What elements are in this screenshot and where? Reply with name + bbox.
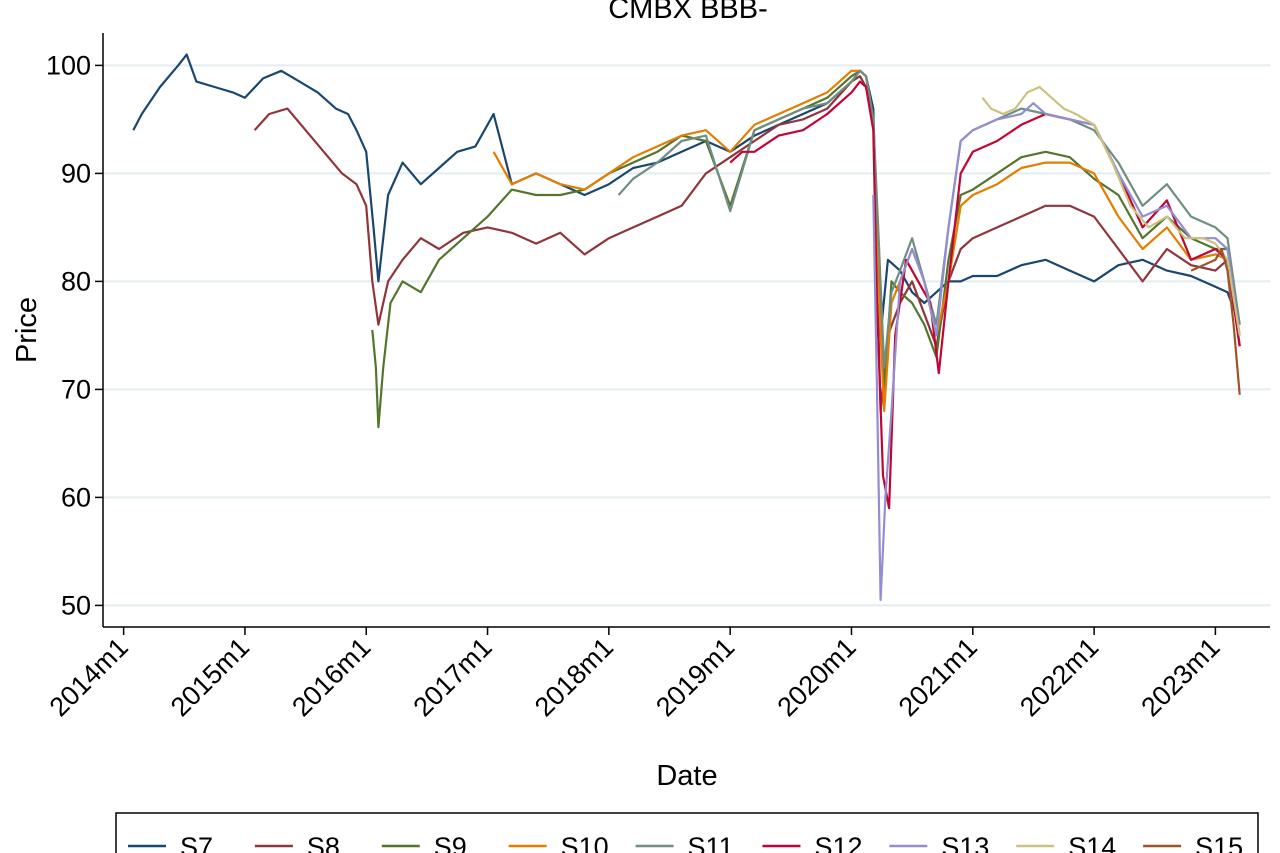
gridlines [103,64,1270,607]
series-line-s12 [729,80,1241,510]
legend-box [115,812,1259,853]
y-tick-label: 60 [61,482,91,512]
x-axis-title: Date [656,760,717,792]
series-line-s14 [981,85,1241,336]
x-tick-label: 2016m1 [286,632,376,722]
legend-label-s12: S12 [814,832,862,853]
legend-label-s15: S15 [1195,832,1243,853]
legend: S7 S8 S9 S10 S11 S12 S13 S14 S15 [115,812,1259,853]
x-tick-label: 2019m1 [650,632,740,722]
y-axis-title: Price [11,297,43,363]
legend-label-s14: S14 [1068,832,1116,853]
y-tick-label: 80 [61,266,91,296]
legend-label-s11: S11 [688,832,734,853]
y-tick-label: 90 [61,158,91,188]
x-tick-label: 2022m1 [1014,632,1104,722]
x-tick-label: 2017m1 [408,632,498,722]
series-line-s8 [253,75,1241,413]
legend-label-s8: S8 [307,832,340,853]
x-tick-label: 2015m1 [165,632,255,722]
series-line-s13 [872,102,1241,602]
y-tick-label: 70 [61,374,91,404]
series-line-s10 [492,69,1241,413]
legend-label-s13: S13 [941,832,989,853]
x-tick-label: 2014m1 [44,632,134,722]
axes: 50 60 70 80 90 100 2014m1 2015m1 2016m1 2017m1 201… [44,33,1270,722]
chart-title: CMBX BBB- [608,0,768,25]
legend-label-s7: S7 [180,832,213,853]
x-tick-label: 2020m1 [772,632,862,722]
x-tick-label: 2018m1 [529,632,619,722]
series-line-s7 [132,53,1241,337]
y-tick-label: 50 [61,590,91,620]
legend-label-s10: S10 [561,832,609,853]
series-line-s9 [371,69,1241,429]
legend-label-s9: S9 [434,832,467,853]
series-line-s11 [617,69,1241,369]
y-tick-label: 100 [46,50,91,80]
series-line-s15 [1190,247,1241,395]
x-tick-label: 2021m1 [893,632,983,722]
plot-area [132,53,1241,602]
x-tick-label: 2023m1 [1135,632,1225,722]
